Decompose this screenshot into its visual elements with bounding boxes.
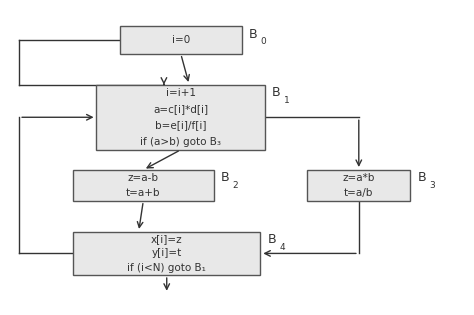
Text: B: B bbox=[220, 171, 229, 184]
Text: y[i]=t: y[i]=t bbox=[152, 249, 182, 258]
Text: 1: 1 bbox=[284, 96, 290, 105]
Text: z=a*b: z=a*b bbox=[343, 173, 375, 183]
Text: b=e[i]/f[i]: b=e[i]/f[i] bbox=[155, 120, 207, 130]
Text: if (i<N) goto B₁: if (i<N) goto B₁ bbox=[128, 263, 206, 273]
Bar bbox=[120, 26, 242, 54]
Text: x[i]=z: x[i]=z bbox=[151, 234, 182, 244]
Text: B: B bbox=[267, 233, 276, 246]
Text: 4: 4 bbox=[279, 243, 285, 252]
Text: t=a+b: t=a+b bbox=[126, 188, 161, 198]
Text: t=a/b: t=a/b bbox=[344, 188, 374, 198]
Text: 0: 0 bbox=[260, 37, 266, 46]
Bar bbox=[307, 170, 410, 201]
Text: a=c[i]*d[i]: a=c[i]*d[i] bbox=[153, 104, 209, 114]
Text: 2: 2 bbox=[232, 181, 238, 190]
Text: 3: 3 bbox=[429, 181, 435, 190]
Bar bbox=[73, 170, 214, 201]
Bar bbox=[97, 85, 265, 150]
Bar bbox=[73, 232, 260, 275]
Text: i=i+1: i=i+1 bbox=[166, 88, 196, 98]
Text: B: B bbox=[272, 86, 281, 99]
Text: B: B bbox=[249, 27, 257, 41]
Text: z=a-b: z=a-b bbox=[128, 173, 159, 183]
Text: if (a>b) goto B₃: if (a>b) goto B₃ bbox=[140, 137, 221, 147]
Text: B: B bbox=[417, 171, 426, 184]
Text: i=0: i=0 bbox=[172, 35, 190, 45]
